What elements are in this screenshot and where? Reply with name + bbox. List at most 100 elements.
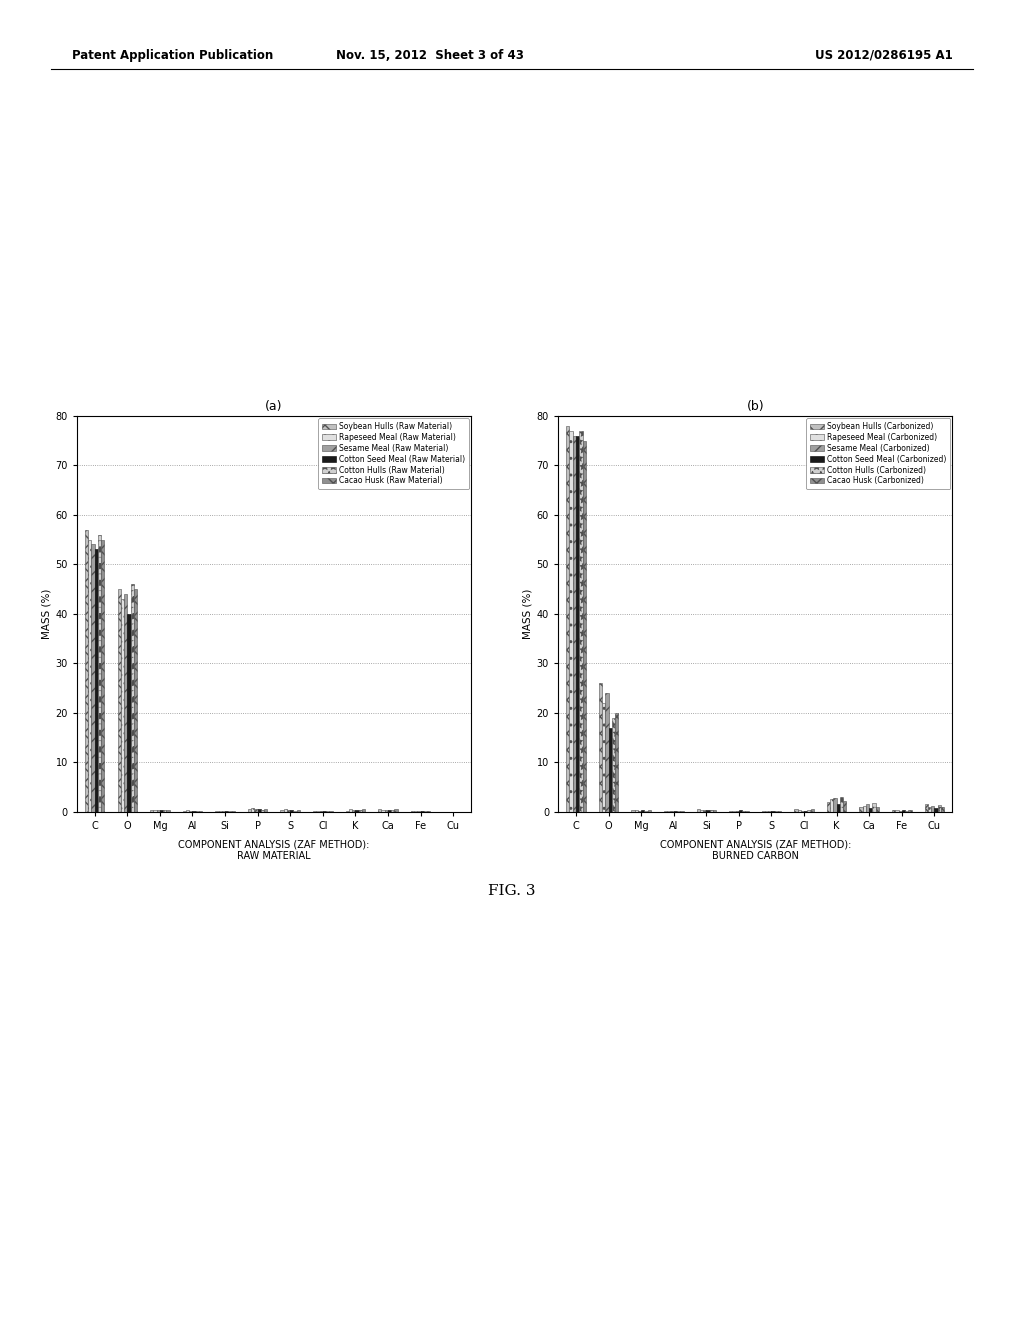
- Bar: [101, 540, 104, 812]
- Bar: [287, 809, 290, 812]
- Bar: [615, 713, 618, 812]
- Bar: [647, 810, 651, 812]
- Y-axis label: MASS (%): MASS (%): [522, 589, 532, 639]
- Bar: [895, 810, 899, 812]
- Bar: [572, 436, 575, 812]
- Bar: [834, 797, 837, 812]
- Bar: [710, 809, 713, 812]
- Bar: [612, 718, 615, 812]
- Bar: [186, 810, 189, 812]
- Bar: [258, 809, 261, 812]
- Bar: [599, 684, 602, 812]
- Bar: [154, 809, 157, 812]
- Bar: [872, 803, 876, 812]
- Bar: [388, 809, 391, 812]
- X-axis label: COMPONENT ANALYSIS (ZAF METHOD):
BURNED CARBON: COMPONENT ANALYSIS (ZAF METHOD): BURNED …: [659, 840, 851, 861]
- Bar: [355, 810, 358, 812]
- Legend: Soybean Hulls (Raw Material), Rapeseed Meal (Raw Material), Sesame Meal (Raw Mat: Soybean Hulls (Raw Material), Rapeseed M…: [318, 418, 469, 490]
- Bar: [862, 805, 866, 812]
- Bar: [641, 810, 644, 812]
- Bar: [349, 809, 352, 812]
- Bar: [391, 810, 394, 812]
- Text: Patent Application Publication: Patent Application Publication: [72, 49, 273, 62]
- Bar: [699, 809, 703, 812]
- Bar: [605, 693, 608, 812]
- Bar: [798, 810, 801, 812]
- Bar: [840, 797, 843, 812]
- Bar: [859, 807, 862, 812]
- Bar: [928, 807, 931, 812]
- Text: Nov. 15, 2012  Sheet 3 of 43: Nov. 15, 2012 Sheet 3 of 43: [336, 49, 524, 62]
- Bar: [361, 809, 366, 812]
- Bar: [827, 801, 830, 812]
- Bar: [166, 810, 170, 812]
- Bar: [739, 810, 742, 812]
- Legend: Soybean Hulls (Carbonized), Rapeseed Meal (Carbonized), Sesame Meal (Carbonized): Soybean Hulls (Carbonized), Rapeseed Mea…: [806, 418, 950, 490]
- Bar: [830, 800, 834, 812]
- Bar: [575, 436, 580, 812]
- Bar: [941, 807, 944, 812]
- Text: US 2012/0286195 A1: US 2012/0286195 A1: [814, 49, 952, 62]
- Bar: [566, 425, 569, 812]
- Bar: [632, 810, 635, 812]
- Bar: [713, 809, 716, 812]
- Bar: [696, 809, 699, 812]
- Bar: [811, 809, 814, 812]
- Bar: [569, 430, 572, 812]
- Bar: [925, 804, 928, 812]
- Bar: [583, 441, 586, 812]
- Bar: [352, 810, 355, 812]
- Bar: [358, 810, 361, 812]
- X-axis label: COMPONENT ANALYSIS (ZAF METHOD):
RAW MATERIAL: COMPONENT ANALYSIS (ZAF METHOD): RAW MAT…: [178, 840, 370, 861]
- Bar: [118, 589, 121, 812]
- Bar: [121, 599, 124, 812]
- Y-axis label: MASS (%): MASS (%): [41, 589, 51, 639]
- Bar: [908, 810, 911, 812]
- Bar: [934, 808, 938, 812]
- Bar: [938, 805, 941, 812]
- Bar: [869, 808, 872, 812]
- Bar: [254, 809, 258, 812]
- Bar: [284, 809, 287, 812]
- Bar: [91, 544, 94, 812]
- Title: (a): (a): [265, 400, 283, 413]
- Bar: [837, 804, 840, 812]
- Bar: [261, 809, 264, 812]
- Bar: [248, 809, 251, 812]
- Bar: [931, 805, 934, 812]
- Bar: [94, 549, 98, 812]
- Bar: [876, 807, 879, 812]
- Bar: [251, 808, 254, 812]
- Bar: [85, 529, 88, 812]
- Bar: [807, 809, 811, 812]
- Bar: [843, 801, 847, 812]
- Bar: [602, 702, 605, 812]
- Bar: [157, 809, 160, 812]
- Bar: [281, 810, 284, 812]
- Bar: [88, 540, 91, 812]
- Bar: [707, 810, 710, 812]
- Bar: [608, 727, 612, 812]
- Bar: [151, 810, 154, 812]
- Bar: [163, 810, 166, 812]
- Bar: [134, 589, 137, 812]
- Bar: [127, 614, 131, 812]
- Bar: [866, 804, 869, 812]
- Bar: [290, 810, 294, 812]
- Title: (b): (b): [746, 400, 764, 413]
- Bar: [160, 810, 163, 812]
- Bar: [381, 809, 385, 812]
- Bar: [703, 810, 707, 812]
- Bar: [98, 535, 101, 812]
- Bar: [580, 430, 583, 812]
- Text: FIG. 3: FIG. 3: [488, 884, 536, 899]
- Bar: [902, 810, 905, 812]
- Bar: [394, 809, 397, 812]
- Bar: [124, 594, 127, 812]
- Bar: [635, 810, 638, 812]
- Bar: [297, 810, 300, 812]
- Bar: [892, 810, 895, 812]
- Bar: [378, 809, 381, 812]
- Bar: [131, 583, 134, 812]
- Bar: [385, 810, 388, 812]
